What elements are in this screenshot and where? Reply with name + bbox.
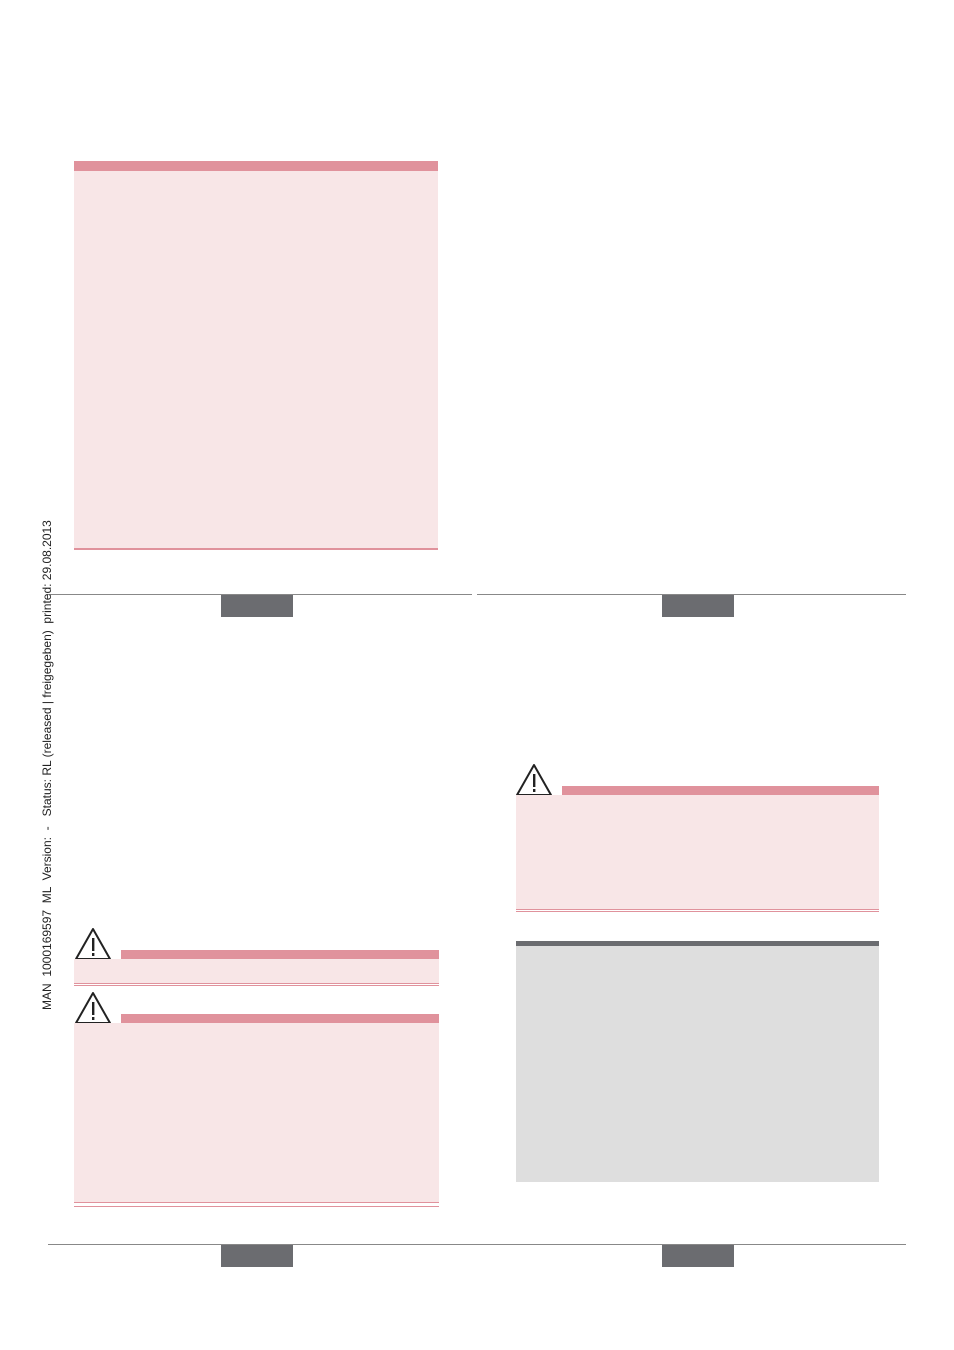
warning-bar [562, 786, 879, 795]
box-body [74, 171, 438, 549]
warning-body [74, 1023, 439, 1202]
info-bar [516, 941, 879, 946]
warning-bar [121, 950, 439, 959]
warning-icon [516, 764, 552, 796]
page-tab [662, 1245, 734, 1267]
warning-body [516, 795, 879, 909]
sidebar-text: MAN 1000169597 ML Version: - Status: RL … [40, 520, 54, 1010]
warning-body [74, 959, 439, 983]
warning-icon [75, 928, 111, 960]
warning-bar [121, 1014, 439, 1023]
page-tab [221, 595, 293, 617]
box-header-bar [74, 161, 438, 171]
box-bottom-line [74, 548, 438, 550]
info-body [516, 946, 879, 1182]
page-tab [662, 595, 734, 617]
warning-icon [75, 992, 111, 1024]
page-tab [221, 1245, 293, 1267]
